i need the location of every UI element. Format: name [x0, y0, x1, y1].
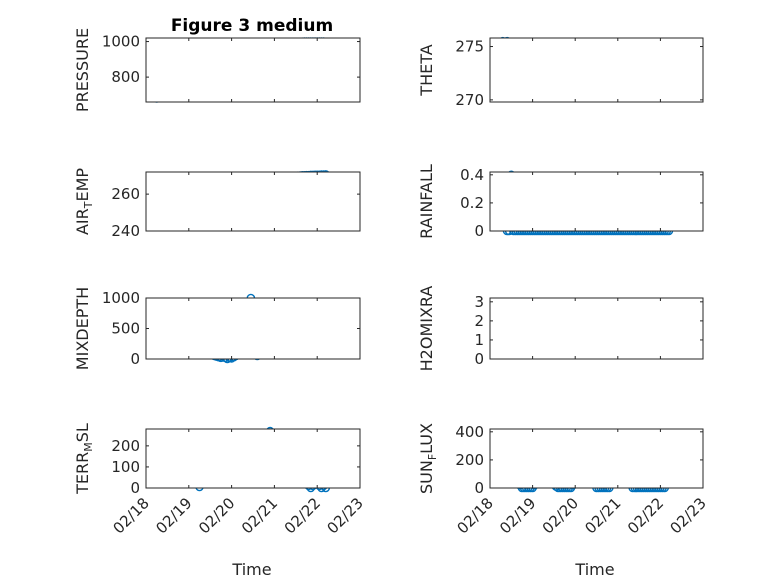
y-tick-label: 0 — [130, 479, 140, 497]
y-tick-label: 1 — [474, 331, 484, 349]
y-tick-label: 275 — [455, 38, 484, 56]
y-tick-label: 3 — [474, 293, 484, 311]
y-tick-label: 200 — [455, 451, 484, 469]
subplot-4: 0 0.2 0.4 RAINFALL — [417, 164, 704, 240]
axes-frame — [145, 171, 361, 232]
axes-frame — [145, 37, 361, 103]
x-axis-label-right: Time — [574, 560, 614, 579]
y-tick-label: 260 — [111, 185, 140, 203]
y-tick-label: 0.4 — [460, 166, 484, 184]
y-tick-label: 500 — [111, 320, 140, 338]
y-tick-label: 0 — [474, 479, 484, 497]
y-axis-label: THETA — [417, 44, 436, 96]
axes-frame — [145, 428, 361, 489]
y-axis-label: H2OMIXRA — [417, 286, 436, 372]
y-axis-label: PRESSURE — [73, 28, 92, 112]
axes-frame — [489, 37, 704, 103]
y-tick-label: 800 — [111, 68, 140, 86]
axes-frame — [489, 171, 704, 232]
y-tick-label: 0 — [474, 222, 484, 240]
y-tick-label: 200 — [111, 437, 140, 455]
y-tick-label: 100 — [111, 458, 140, 476]
y-tick-label: 400 — [455, 423, 484, 441]
subplot-1: 800 1000 PRESSURE — [73, 28, 361, 112]
y-tick-label: 0 — [474, 350, 484, 368]
axes-frame — [145, 297, 361, 360]
y-axis-label: SUNFLUX — [417, 423, 439, 494]
y-axis-label: RAINFALL — [417, 164, 436, 239]
y-tick-label: 240 — [111, 222, 140, 240]
subplot-3: 240 260 AIRTEMP — [73, 168, 361, 240]
axes-frame — [489, 428, 704, 489]
subplot-5: 0 500 1000 MIXDEPTH — [73, 287, 361, 370]
y-tick-label: 0.2 — [460, 194, 484, 212]
figure-title: Figure 3 medium — [171, 16, 333, 36]
y-axis-label: MIXDEPTH — [73, 287, 92, 370]
y-tick-label: 1000 — [102, 289, 140, 307]
axes-frame — [489, 297, 704, 360]
y-tick-label: 270 — [455, 91, 484, 109]
subplot-2: 270 275 THETA — [417, 36, 704, 109]
x-axis-label-left: Time — [231, 560, 271, 579]
y-tick-label: 1000 — [102, 33, 140, 51]
y-axis-label: TERRMSL — [73, 423, 95, 495]
y-tick-label: 2 — [474, 312, 484, 330]
y-tick-label: 0 — [130, 350, 140, 368]
y-axis-label: AIRTEMP — [73, 168, 95, 235]
